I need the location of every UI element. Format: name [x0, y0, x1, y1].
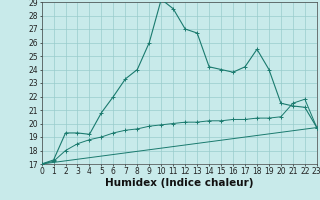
X-axis label: Humidex (Indice chaleur): Humidex (Indice chaleur)	[105, 178, 253, 188]
